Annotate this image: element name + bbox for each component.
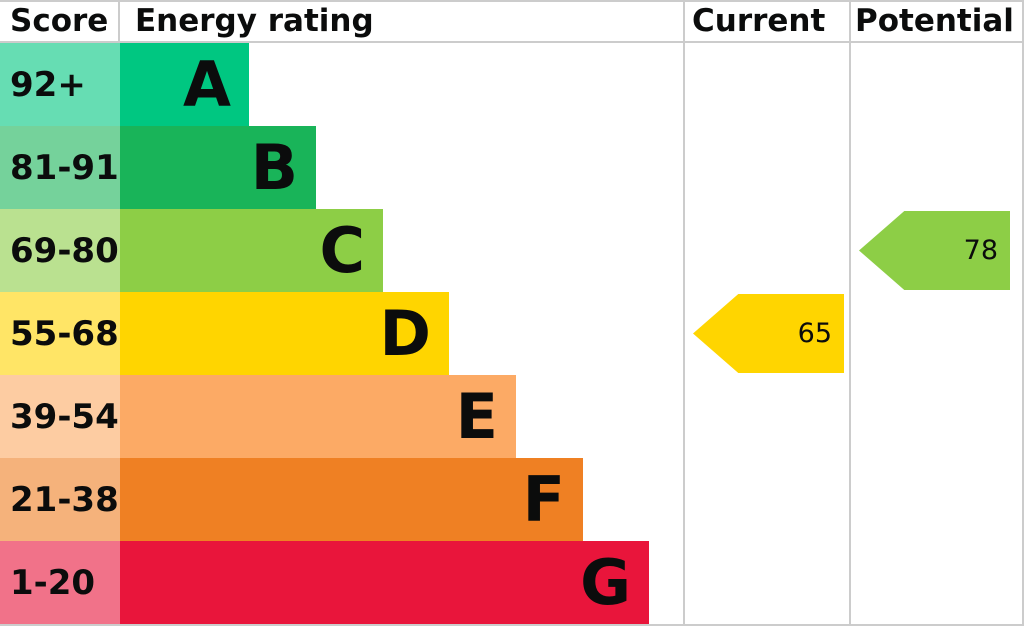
header-potential: Potential	[849, 2, 1022, 43]
band-row-e: E	[120, 375, 683, 458]
score-range-d: 55-68	[0, 292, 120, 375]
score-range-a: 92+	[0, 43, 120, 126]
current-cell-a	[683, 43, 849, 126]
header-rating: Energy rating	[120, 2, 683, 43]
score-range-f: 21-38	[0, 458, 120, 541]
potential-rating-arrow: 78	[859, 211, 1010, 290]
potential-cell-b	[849, 126, 1022, 209]
header-current-label: Current	[692, 3, 826, 39]
band-row-d: D	[120, 292, 683, 375]
header-score: Score	[0, 2, 120, 43]
band-bar-d: D	[120, 292, 449, 375]
potential-cell-e	[849, 375, 1022, 458]
current-cell-g	[683, 541, 849, 624]
header-potential-label: Potential	[855, 3, 1014, 39]
score-range-e: 39-54	[0, 375, 120, 458]
potential-cell-g	[849, 541, 1022, 624]
band-bar-e: E	[120, 375, 516, 458]
band-bar-a: A	[120, 43, 249, 126]
current-cell-f	[683, 458, 849, 541]
band-row-b: B	[120, 126, 683, 209]
header-current: Current	[683, 2, 849, 43]
score-range-b: 81-91	[0, 126, 120, 209]
potential-cell-c: 78	[849, 209, 1022, 292]
potential-cell-d	[849, 292, 1022, 375]
band-bar-f: F	[120, 458, 583, 541]
band-row-a: A	[120, 43, 683, 126]
current-cell-b	[683, 126, 849, 209]
band-row-f: F	[120, 458, 683, 541]
potential-cell-a	[849, 43, 1022, 126]
band-row-g: G	[120, 541, 683, 624]
score-range-c: 69-80	[0, 209, 120, 292]
current-cell-d: 65	[683, 292, 849, 375]
band-bar-g: G	[120, 541, 649, 624]
band-bar-b: B	[120, 126, 316, 209]
current-cell-e	[683, 375, 849, 458]
band-bar-c: C	[120, 209, 383, 292]
potential-cell-f	[849, 458, 1022, 541]
band-row-c: C	[120, 209, 683, 292]
current-cell-c	[683, 209, 849, 292]
score-range-g: 1-20	[0, 541, 120, 624]
current-rating-arrow: 65	[693, 294, 844, 373]
